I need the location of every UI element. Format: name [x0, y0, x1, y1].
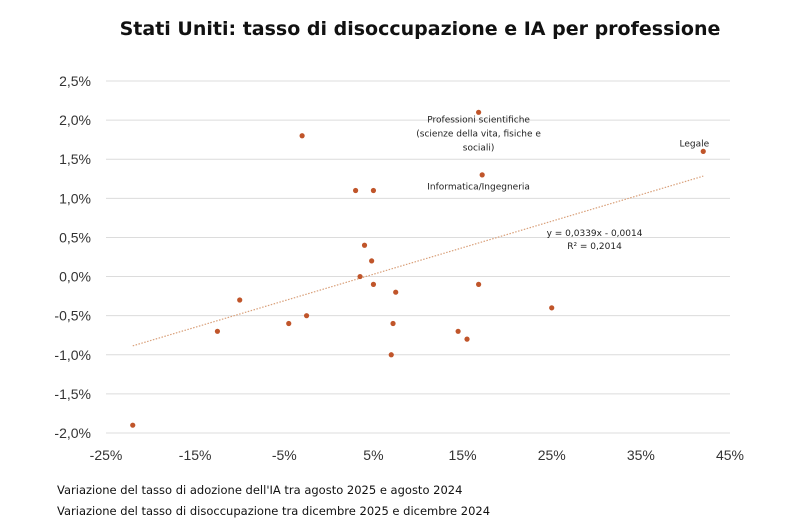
data-point	[369, 258, 375, 264]
x-tick-label: 5%	[363, 447, 383, 463]
data-point	[476, 109, 482, 115]
data-point	[549, 305, 555, 311]
data-point	[370, 187, 377, 194]
x-tick-label: 35%	[627, 447, 655, 463]
data-point	[286, 320, 292, 327]
trendline-equation: R² = 0,2014	[567, 242, 622, 252]
x-tick-label: -25%	[90, 447, 123, 463]
y-tick-label: 0,0%	[59, 269, 91, 285]
grid-lines	[106, 80, 730, 434]
data-point	[390, 320, 396, 327]
y-tick-label: 1,5%	[59, 151, 91, 167]
y-tick-label: 0,5%	[59, 229, 91, 245]
data-point	[393, 289, 399, 295]
y-axis-label: Variazione del tasso di disoccupazione t…	[57, 504, 491, 518]
point-annotation: Professioni scientifiche	[427, 115, 530, 125]
data-point	[361, 242, 368, 248]
data-point	[476, 281, 482, 287]
y-tick-label: -0,5%	[54, 308, 91, 324]
data-point	[455, 328, 461, 334]
point-annotation: Legale	[680, 140, 710, 150]
x-axis-label: Variazione del tasso di adozione dell'IA…	[57, 483, 463, 497]
y-tick-labels: 2,5% 2,0% 1,5% 1,0% 0,5% 0,0% -0,5% -1,0% -1,5% -…	[54, 73, 91, 441]
x-tick-label: 45%	[716, 447, 744, 463]
y-tick-label: -2,0%	[54, 425, 91, 441]
data-points	[130, 109, 706, 428]
chart-title: Stati Uniti: tasso di disoccupazione e I…	[119, 18, 721, 40]
data-point	[130, 422, 136, 428]
y-tick-label: 1,0%	[59, 190, 91, 206]
y-tick-label: 2,0%	[59, 112, 91, 128]
data-point	[357, 273, 363, 280]
data-point	[464, 336, 470, 342]
data-point	[353, 187, 359, 194]
x-tick-label: 25%	[538, 447, 566, 463]
data-point	[388, 352, 394, 358]
data-point	[237, 297, 243, 303]
point-annotation: sociali)	[463, 143, 495, 153]
data-point	[214, 328, 221, 334]
x-tick-label: -5%	[272, 447, 297, 463]
x-tick-label: 15%	[449, 447, 477, 463]
data-point	[303, 313, 310, 319]
y-tick-label: 2,5%	[59, 73, 91, 89]
trendline-equation: y = 0,0339x - 0,0014	[547, 229, 643, 239]
data-point	[479, 172, 485, 178]
y-tick-label: -1,0%	[54, 347, 91, 363]
data-point	[370, 281, 377, 287]
y-tick-label: -1,5%	[54, 386, 91, 402]
data-point	[700, 148, 706, 154]
trendline	[132, 175, 704, 347]
point-annotation: Informatica/Ingegneria	[427, 183, 530, 193]
x-tick-labels: -25% -15% -5% 5% 15% 25% 35% 45%	[90, 447, 744, 463]
trendline-group: y = 0,0339x - 0,0014 R² = 0,2014	[132, 175, 704, 347]
data-point	[299, 133, 305, 139]
point-annotation: (scienze della vita, fisiche e	[416, 129, 541, 139]
x-tick-label: -15%	[179, 447, 212, 463]
annotations: Professioni scientifiche (scienze della v…	[416, 115, 709, 192]
